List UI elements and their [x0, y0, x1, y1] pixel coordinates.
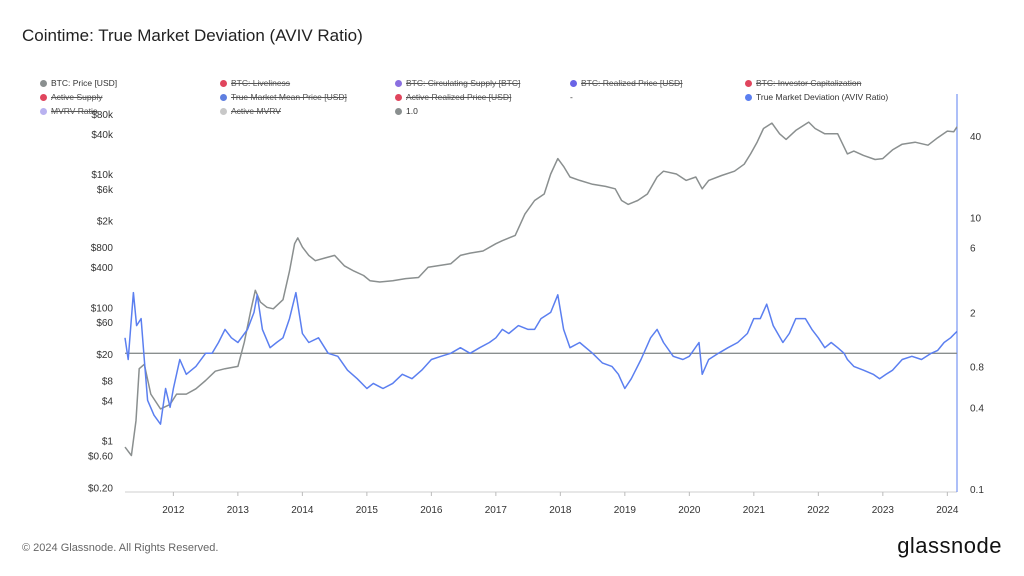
y-right-tick-label: 0.4 [970, 403, 984, 414]
legend-item[interactable]: BTC: Price [USD] [40, 78, 117, 88]
legend-item[interactable]: BTC: Circulating Supply [BTC] [395, 78, 520, 88]
legend-label: Active Realized Price [USD] [406, 92, 512, 102]
y-left-tick-label: $2k [97, 217, 114, 228]
x-tick-label: 2016 [420, 505, 443, 516]
y-left-tick-label: $800 [91, 243, 114, 254]
legend-marker [395, 93, 402, 101]
legend-marker [745, 93, 752, 101]
y-left-tick-label: $4 [102, 397, 114, 408]
legend-item[interactable]: - [570, 92, 573, 102]
y-right-tick-label: 6 [970, 244, 976, 255]
y-right-tick-label: 10 [970, 214, 982, 225]
y-right-tick-label: 40 [970, 132, 982, 143]
y-left-tick-label: $10k [91, 170, 114, 181]
legend-label: Active MVRV [231, 106, 281, 116]
legend-label: BTC: Price [USD] [51, 78, 118, 88]
y-left-tick-label: $6k [97, 185, 114, 196]
legend-marker [220, 107, 227, 115]
y-left-tick-label: $80k [91, 110, 114, 121]
x-tick-label: 2021 [743, 505, 766, 516]
y-left-tick-label: $20 [96, 350, 113, 361]
legend-item[interactable]: BTC: Realized Price [USD] [570, 78, 683, 88]
legend-marker [395, 107, 402, 115]
legend-label: BTC: Investor Capitalization [756, 78, 862, 88]
legend-label: MVRV Ratio [51, 106, 98, 116]
x-tick-label: 2015 [356, 505, 379, 516]
legend-item[interactable]: True Market Mean Price [USD] [220, 92, 347, 102]
x-tick-label: 2017 [485, 505, 508, 516]
x-tick-label: 2019 [614, 505, 637, 516]
legend-item[interactable]: Active Realized Price [USD] [395, 92, 511, 102]
legend-marker [40, 79, 47, 87]
chart-title: Cointime: True Market Deviation (AVIV Ra… [22, 26, 363, 45]
legend-label: BTC: Circulating Supply [BTC] [406, 78, 521, 88]
y-right-tick-label: 0.8 [970, 362, 984, 373]
legend-marker [220, 79, 227, 87]
copyright-footer: © 2024 Glassnode. All Rights Reserved. [22, 542, 219, 554]
y-left-tick-label: $60 [96, 318, 113, 329]
x-tick-label: 2013 [227, 505, 250, 516]
legend-label: BTC: Realized Price [USD] [581, 78, 683, 88]
brand-logo: glassnode [897, 533, 1002, 558]
x-tick-label: 2018 [549, 505, 572, 516]
y-right-tick-label: 0.1 [970, 485, 984, 496]
legend-item[interactable]: BTC: Liveliness [220, 78, 290, 88]
legend-label: BTC: Liveliness [231, 78, 291, 88]
y-left-tick-label: $0.60 [88, 451, 113, 462]
legend-item[interactable]: Active Supply [40, 92, 103, 102]
legend-item[interactable]: True Market Deviation (AVIV Ratio) [745, 92, 888, 102]
y-left-tick-label: $100 [91, 303, 114, 314]
chart-legend: BTC: Price [USD] BTC: Liveliness BTC: Circ… [40, 78, 920, 120]
y-left-tick-label: $40k [91, 130, 114, 141]
x-tick-label: 2024 [936, 505, 959, 516]
y-left-tick-label: $0.20 [88, 483, 113, 494]
legend-item[interactable]: Active MVRV [220, 106, 281, 116]
legend-label: True Market Mean Price [USD] [231, 92, 347, 102]
legend-marker [570, 79, 577, 87]
legend-marker [40, 107, 47, 115]
x-tick-label: 2023 [872, 505, 895, 516]
legend-label: - [570, 92, 573, 102]
x-tick-label: 2012 [162, 505, 185, 516]
legend-item[interactable]: MVRV Ratio [40, 106, 98, 116]
legend-marker [745, 79, 752, 87]
legend-marker [220, 93, 227, 101]
legend-label: 1.0 [406, 106, 418, 116]
legend-marker [395, 79, 402, 87]
legend-item[interactable]: BTC: Investor Capitalization [745, 78, 861, 88]
x-tick-label: 2014 [291, 505, 314, 516]
legend-item[interactable]: 1.0 [395, 106, 418, 116]
legend-label: True Market Deviation (AVIV Ratio) [756, 92, 889, 102]
y-left-tick-label: $400 [91, 263, 114, 274]
btc-price-line [124, 121, 958, 457]
y-left-tick-label: $8 [102, 376, 114, 387]
y-right-tick-label: 2 [970, 308, 976, 319]
aviv-ratio-line [124, 291, 958, 425]
y-left-tick-label: $1 [102, 437, 114, 448]
x-tick-label: 2020 [678, 505, 701, 516]
legend-marker [40, 93, 47, 101]
x-tick-label: 2022 [807, 505, 830, 516]
legend-label: Active Supply [51, 92, 103, 102]
